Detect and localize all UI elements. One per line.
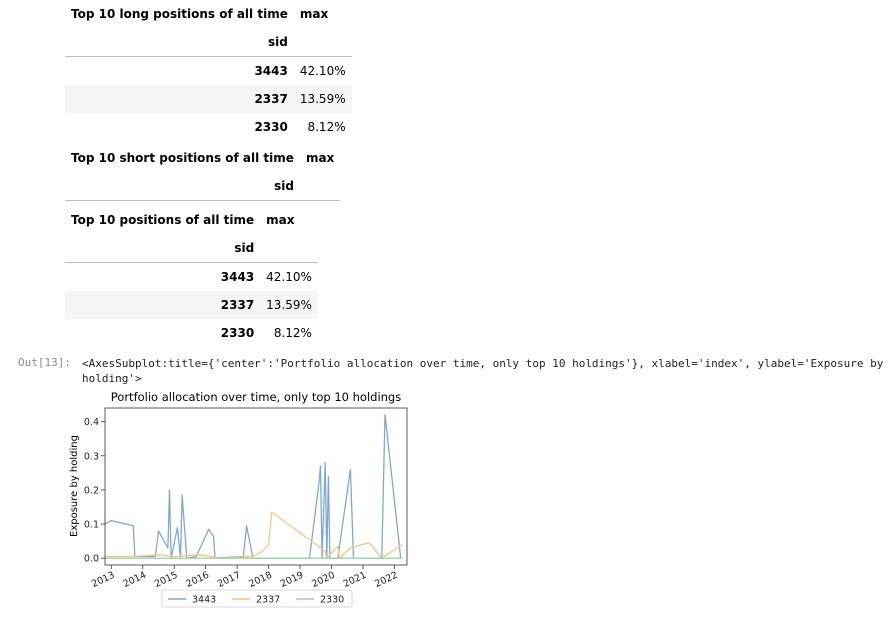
y-tick-label: 0.3 <box>84 451 99 462</box>
short-positions-table: Top 10 short positions of all time max s… <box>65 144 341 201</box>
index-name: sid <box>65 28 294 57</box>
row-value: 8.12% <box>307 120 346 134</box>
x-tick-label: 2017 <box>216 570 243 590</box>
row-index: 2337 <box>65 85 294 113</box>
y-tick-label: 0.4 <box>84 417 99 428</box>
x-tick-label: 2019 <box>279 570 306 590</box>
x-tick-label: 2022 <box>373 570 400 590</box>
legend-label: 2330 <box>320 595 344 606</box>
x-tick-label: 2015 <box>153 570 180 590</box>
table-row: 3443 42.10% <box>65 57 352 86</box>
table-row: 2330 8.12% <box>65 319 318 347</box>
x-ticks: 2013 2014 2015 2016 2017 2018 2019 2020 2021 2022 <box>90 565 400 590</box>
table-header-row: Top 10 short positions of all time max <box>65 144 340 172</box>
index-header-row: sid <box>65 172 341 201</box>
long-positions-table: Top 10 long positions of all time max si… <box>65 0 352 141</box>
column-header: max <box>305 151 335 165</box>
index-header-row: sid <box>65 28 352 57</box>
row-value: 13.59% <box>260 291 318 319</box>
y-axis-label: Exposure by holding <box>69 435 80 537</box>
row-index: 2330 <box>254 120 288 134</box>
row-value: 8.12% <box>273 326 312 340</box>
y-ticks: 0.0 0.1 0.2 0.3 0.4 <box>84 417 105 565</box>
output-text: <AxesSubplot:title={'center':'Portfolio … <box>82 357 890 385</box>
x-tick-label: 2016 <box>184 570 211 590</box>
table-row: 2330 8.12% <box>65 113 352 141</box>
row-index: 3443 <box>254 64 288 78</box>
row-value: 42.10% <box>299 64 346 78</box>
table-header-row: Top 10 positions of all time max <box>65 206 318 234</box>
y-tick-label: 0.1 <box>84 520 99 531</box>
column-header: max <box>266 213 295 227</box>
allocation-chart: Portfolio allocation over time, only top… <box>69 390 408 608</box>
index-name: sid <box>65 234 261 263</box>
legend: 3443 2337 2330 <box>161 589 353 608</box>
out-prompt: Out[13]: <box>18 356 71 369</box>
index-header-row: sid <box>65 234 318 263</box>
table-header-row: Top 10 long positions of all time max <box>65 0 352 28</box>
row-index: 2337 <box>65 291 261 319</box>
x-tick-label: 2013 <box>90 570 117 590</box>
all-positions-table: Top 10 positions of all time max sid 344… <box>65 206 318 347</box>
table-row: 3443 42.10% <box>65 263 318 292</box>
table-title: Top 10 short positions of all time <box>71 151 294 165</box>
y-tick-label: 0.0 <box>84 554 99 565</box>
row-value: 13.59% <box>293 85 352 113</box>
row-value: 42.10% <box>266 270 312 284</box>
row-index: 3443 <box>220 270 255 284</box>
series-line-2337 <box>105 511 403 559</box>
x-tick-label: 2014 <box>121 570 148 590</box>
column-header: max <box>299 7 329 21</box>
legend-label: 2337 <box>256 595 280 606</box>
series-lines <box>104 414 403 559</box>
legend-label: 3443 <box>192 595 216 606</box>
x-tick-label: 2020 <box>310 570 337 590</box>
row-index: 2330 <box>220 326 255 340</box>
plot-frame <box>104 407 408 566</box>
x-tick-label: 2018 <box>247 570 274 590</box>
table-title: Top 10 positions of all time <box>71 213 255 227</box>
chart-title: Portfolio allocation over time, only top… <box>111 390 401 404</box>
index-name: sid <box>65 172 300 201</box>
x-tick-label: 2021 <box>342 570 369 590</box>
y-tick-label: 0.2 <box>84 485 99 496</box>
table-row: 2337 13.59% <box>65 291 318 319</box>
series-line-3443 <box>104 414 403 559</box>
legend-box <box>161 589 353 608</box>
table-title: Top 10 long positions of all time <box>71 7 288 21</box>
table-row: 2337 13.59% <box>65 85 352 113</box>
